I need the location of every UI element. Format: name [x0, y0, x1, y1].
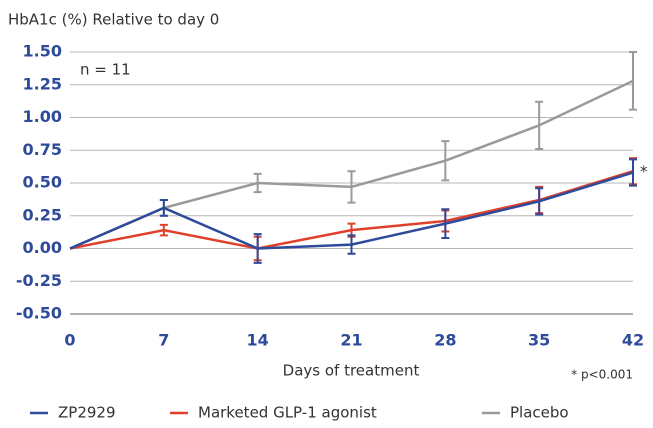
x-tick-label: 35: [528, 331, 550, 350]
error-bar: [159, 223, 168, 237]
y-axis-title: HbA1c (%) Relative to day 0: [8, 11, 219, 29]
x-tick-label: 7: [158, 331, 169, 350]
error-bar: [253, 233, 262, 264]
error-bar: [441, 140, 450, 182]
x-tick-label: 21: [340, 331, 362, 350]
error-bar: [629, 51, 637, 111]
legend-label: ZP2929: [58, 404, 116, 422]
error-bar: [347, 234, 356, 255]
annotation: n = 11: [80, 61, 131, 79]
annotation: * p<0.001: [571, 368, 633, 382]
error-bar: [535, 187, 544, 216]
error-bar: [159, 199, 168, 217]
y-tick-label: -0.25: [16, 271, 62, 290]
y-tick-label: 0.25: [23, 205, 62, 224]
error-bar: [441, 208, 450, 240]
error-bar: [535, 100, 544, 150]
annotation: *: [640, 163, 648, 181]
y-tick-label: 0.50: [23, 173, 62, 192]
x-tick-label: 14: [247, 331, 269, 350]
legend-label: Marketed GLP-1 agonist: [198, 404, 377, 422]
error-bar: [347, 170, 356, 204]
y-tick-label: 0.00: [23, 238, 62, 257]
x-tick-label: 42: [622, 331, 644, 350]
x-tick-label: 28: [434, 331, 456, 350]
y-tick-label: 1.25: [23, 74, 62, 93]
x-tick-label: 0: [64, 331, 75, 350]
error-bar: [253, 172, 262, 194]
error-bar: [629, 158, 637, 187]
y-tick-label: 1.50: [23, 42, 62, 61]
y-tick-label: -0.50: [16, 304, 62, 323]
legend-label: Placebo: [510, 404, 569, 422]
x-axis-title: Days of treatment: [283, 362, 420, 380]
y-tick-label: 1.00: [23, 107, 62, 126]
y-tick-label: 0.75: [23, 140, 62, 159]
